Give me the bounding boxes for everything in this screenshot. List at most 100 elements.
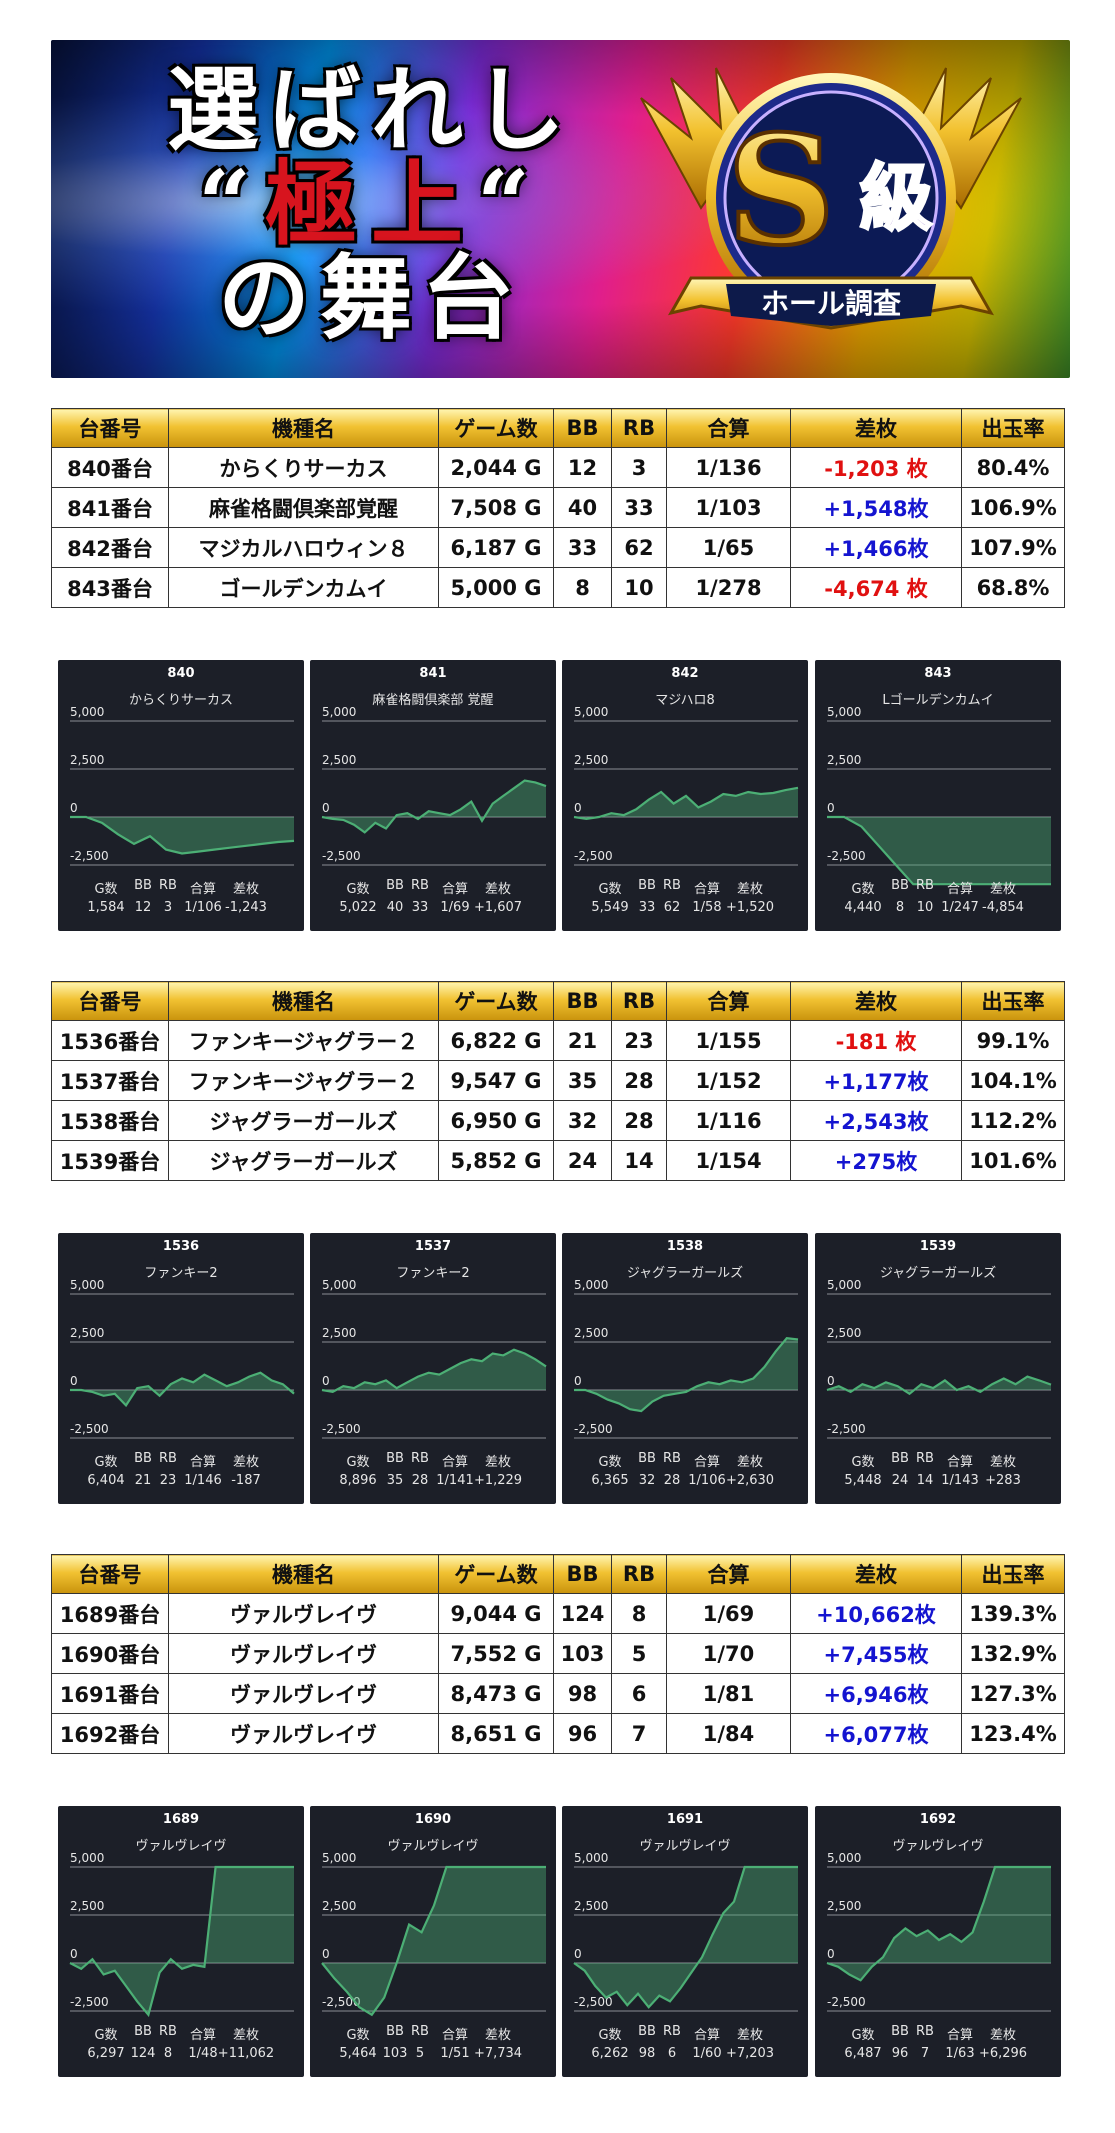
column-header-rb: RB [611,981,667,1021]
y-tick-label: -2,500 [322,1422,361,1436]
cell-no: 1690番台 [51,1633,169,1674]
stat-label: G数 [851,882,875,897]
stat-label: 差枚 [736,1455,764,1470]
stat-label: G数 [94,882,118,897]
banner-line-3: の舞台 [217,243,524,352]
slump-chart-1536: 1536 ファンキー2 5,000 2,500 0 -2,500 G数 BB RB 合算 差枚 6,4… [58,1233,304,1504]
hero-banner: 選ばれし “極上“ の舞台 S 級 ホール調査 [51,40,1070,378]
stat-label: 合算 [441,2028,469,2043]
stat-value: 1/146 [184,1473,222,1488]
stat-value: 124 [130,2046,156,2061]
stat-label: 差枚 [736,882,764,897]
cell-total: 1/103 [666,487,791,528]
y-tick-label: 0 [574,1374,582,1388]
cell-name: からくりサーカス [168,447,439,488]
slump-chart-1539: 1539 ジャグラーガールズ 5,000 2,500 0 -2,500 G数 BB RB 合算 差枚… [815,1233,1061,1504]
y-tick-label: 2,500 [827,1326,861,1340]
y-tick-label: 0 [70,1374,78,1388]
cell-bb: 24 [553,1140,612,1181]
stat-value: 10 [916,900,934,915]
chart-number: 1690 [414,1812,452,1827]
stats-values: 6,262 98 6 1/60 +7,203 [562,2046,808,2064]
chart-machine-name: 麻雀格闘倶楽部 覚醒 [372,693,494,708]
column-header-name: 機種名 [168,981,439,1021]
stats-values: 6,297 124 8 1/48 +11,062 [58,2046,304,2064]
column-header-games: ゲーム数 [438,1554,554,1594]
y-tick-label: 2,500 [70,1326,104,1340]
chart-number: 1536 [162,1239,200,1254]
y-tick-label: 2,500 [322,1326,356,1340]
stat-value: -187 [231,1473,261,1488]
stats-labels: G数 BB RB 合算 差枚 [310,1451,556,1470]
cell-total: 1/136 [666,447,791,488]
table-header-row: 台番号 機種名 ゲーム数 BB RB 合算 差枚 出玉率 [51,408,1065,448]
slump-chart-840: 840 からくりサーカス 5,000 2,500 0 -2,500 G数 BB RB 合算 差枚 1,… [58,660,304,931]
stat-value: +7,203 [725,2046,775,2061]
cell-bb: 21 [553,1020,612,1061]
y-tick-label: -2,500 [574,1995,613,2009]
stat-label: RB [663,1451,681,1466]
stat-value: 98 [638,2046,656,2061]
stats-values: 6,365 32 28 1/106 +2,630 [562,1473,808,1491]
cell-no: 1536番台 [51,1020,169,1061]
stat-label: 差枚 [232,1455,260,1470]
chart-machine-name: ジャグラーガールズ [879,1266,997,1281]
cell-name: ファンキージャグラー２ [168,1020,439,1061]
slump-area [827,817,1051,885]
table-row: 1537番台 ファンキージャグラー２ 9,547 G 35 28 1/152 +1,177枚… [51,1060,1065,1101]
y-tick-label: 5,000 [322,1278,356,1292]
cell-rate: 80.4% [961,447,1065,488]
slump-area [322,1867,546,2015]
column-header-rate: 出玉率 [961,981,1065,1021]
y-tick-label: 0 [827,801,835,815]
stat-value: 5 [415,2046,425,2061]
column-header-bb: BB [553,981,612,1021]
stat-value: 96 [891,2046,909,2061]
cell-total: 1/155 [666,1020,791,1061]
y-tick-label: 2,500 [574,753,608,767]
stat-label: 合算 [693,2028,721,2043]
column-header-total: 合算 [666,408,791,448]
cell-diff: +7,455枚 [790,1633,962,1674]
stat-value: 35 [386,1473,404,1488]
stat-label: RB [916,1451,934,1466]
cell-rb: 10 [611,567,667,608]
stats-values: 5,448 24 14 1/143 +283 [815,1473,1061,1491]
chart-number: 1692 [919,1812,957,1827]
stats-values: 5,022 40 33 1/69 +1,607 [310,900,556,918]
cell-name: ゴールデンカムイ [168,567,439,608]
table-row: 1539番台 ジャグラーガールズ 5,852 G 24 14 1/154 +275枚 101.… [51,1140,1065,1181]
stat-value: 1/106 [688,1473,726,1488]
stat-value: 1/247 [941,900,979,915]
cell-rate: 112.2% [961,1100,1065,1141]
cell-rate: 99.1% [961,1020,1065,1061]
stats-values: 6,404 21 23 1/146 -187 [58,1473,304,1491]
column-header-rate: 出玉率 [961,1554,1065,1594]
chart-machine-name: ヴァルヴレイヴ [387,1839,479,1854]
stat-label: G数 [94,1455,118,1470]
y-tick-label: 2,500 [827,753,861,767]
table-row: 843番台 ゴールデンカムイ 5,000 G 8 10 1/278 -4,674 枚 68.8… [51,567,1065,608]
cell-name: ヴァルヴレイヴ [168,1633,439,1674]
stat-value: 8 [895,900,905,915]
stat-label: 差枚 [989,882,1017,897]
stat-value: 6,365 [591,1473,629,1488]
cell-name: ジャグラーガールズ [168,1140,439,1181]
cell-bb: 33 [553,527,612,568]
y-tick-label: -2,500 [322,849,361,863]
slump-line [321,1348,547,1394]
slump-chart-1691: 1691 ヴァルヴレイヴ 5,000 2,500 0 -2,500 G数 BB RB 合算 差枚 6,… [562,1806,808,2077]
stats-values: 1,584 12 3 1/106 -1,243 [58,900,304,918]
slump-line [70,1371,295,1408]
y-tick-label: 0 [322,1374,330,1388]
stat-label: BB [134,1451,152,1466]
stat-label: 差枚 [989,1455,1017,1470]
cell-total: 1/81 [666,1673,791,1714]
cell-no: 840番台 [51,447,169,488]
cell-games: 9,044 G [438,1593,554,1634]
stat-label: G数 [346,1455,370,1470]
stat-value: 28 [663,1473,681,1488]
slump-area [322,780,546,833]
